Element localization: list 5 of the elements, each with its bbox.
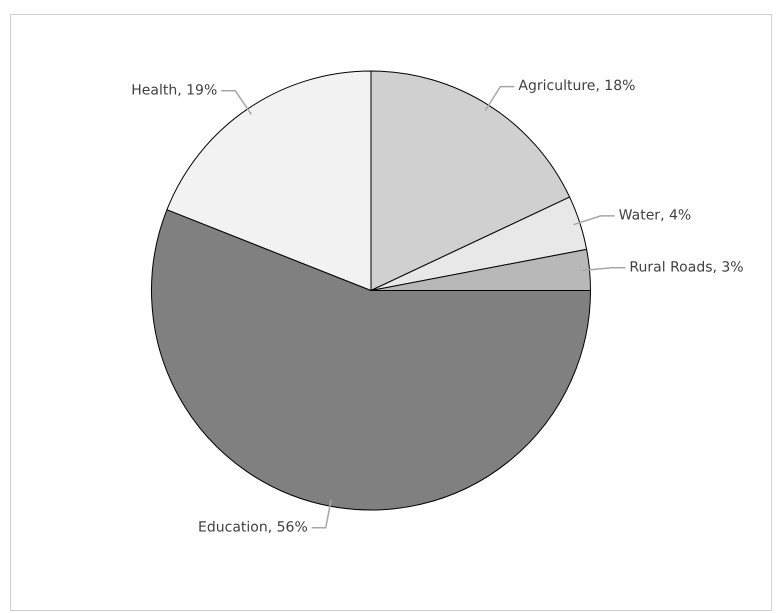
slice-label: Health, 19% [131, 82, 218, 98]
slice-label: Agriculture, 18% [518, 78, 636, 94]
slice-label: Water, 4% [618, 208, 692, 224]
slice-label: Rural Roads, 3% [629, 259, 744, 276]
slice-label: Education, 56% [198, 519, 308, 536]
